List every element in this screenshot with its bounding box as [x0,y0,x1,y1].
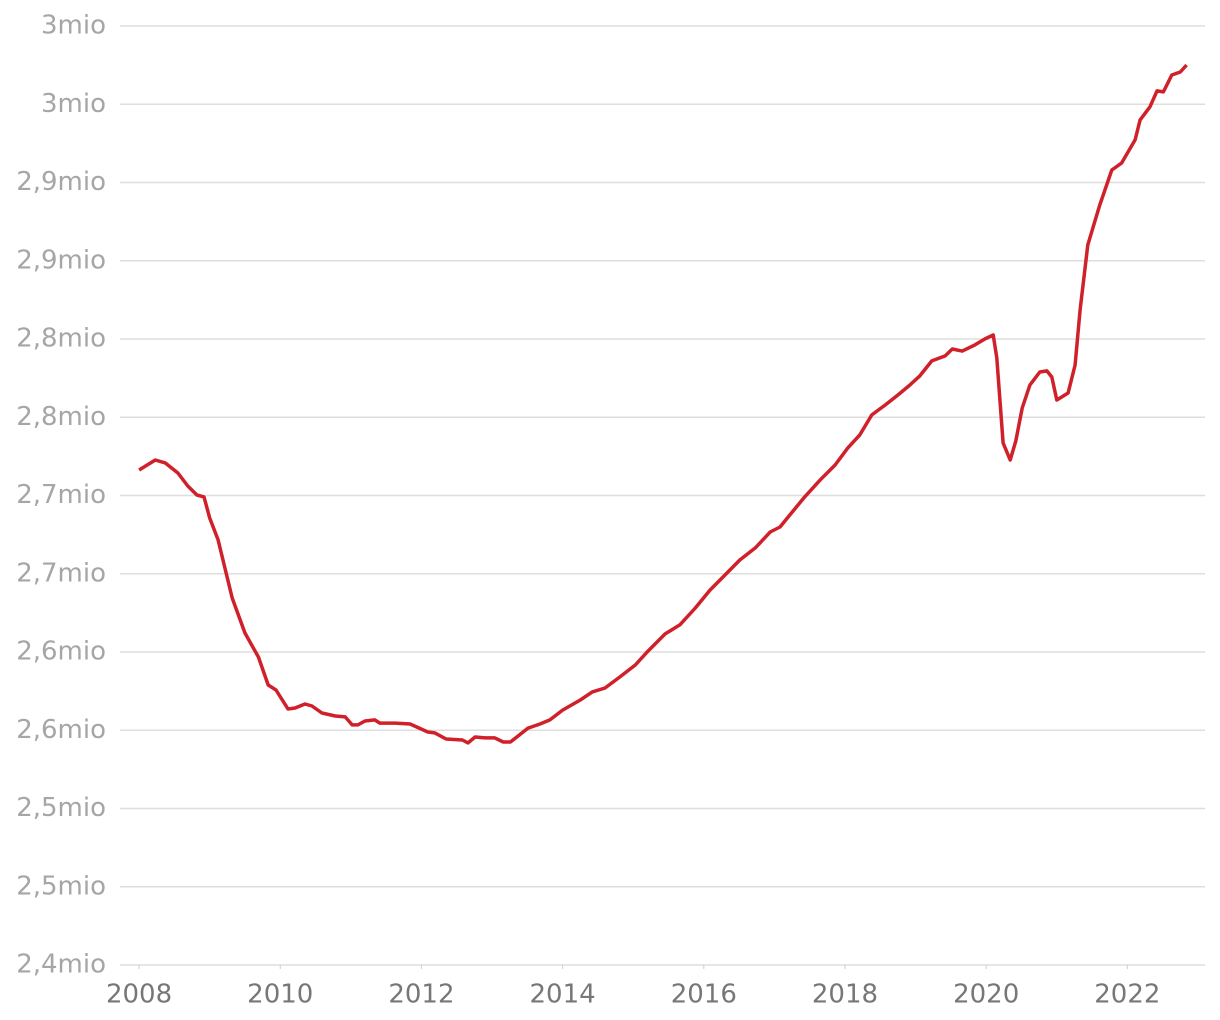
y-tick-label: 2,9mio [16,245,106,275]
x-tick-label: 2018 [812,980,878,1010]
y-tick-label: 3mio [41,89,106,119]
x-tick-label: 2022 [1094,980,1160,1010]
x-tick-label: 2020 [953,980,1019,1010]
y-tick-label: 3mio [41,11,106,41]
y-tick-label: 2,5mio [16,871,106,901]
x-tick-label: 2014 [530,980,596,1010]
x-tick-label: 2010 [247,980,313,1010]
x-tick-label: 2012 [388,980,454,1010]
y-tick-label: 2,8mio [16,402,106,432]
y-tick-label: 2,9mio [16,167,106,197]
x-tick-label: 2016 [671,980,737,1010]
x-tick-label: 2008 [106,980,172,1010]
data-line [138,63,1188,745]
y-tick-label: 2,7mio [16,480,106,510]
y-tick-label: 2,4mio [16,950,106,980]
y-tick-label: 2,7mio [16,558,106,588]
y-tick-label: 2,6mio [16,637,106,667]
y-tick-label: 2,6mio [16,715,106,745]
y-tick-label: 2,5mio [16,793,106,823]
y-tick-label: 2,8mio [16,324,106,354]
